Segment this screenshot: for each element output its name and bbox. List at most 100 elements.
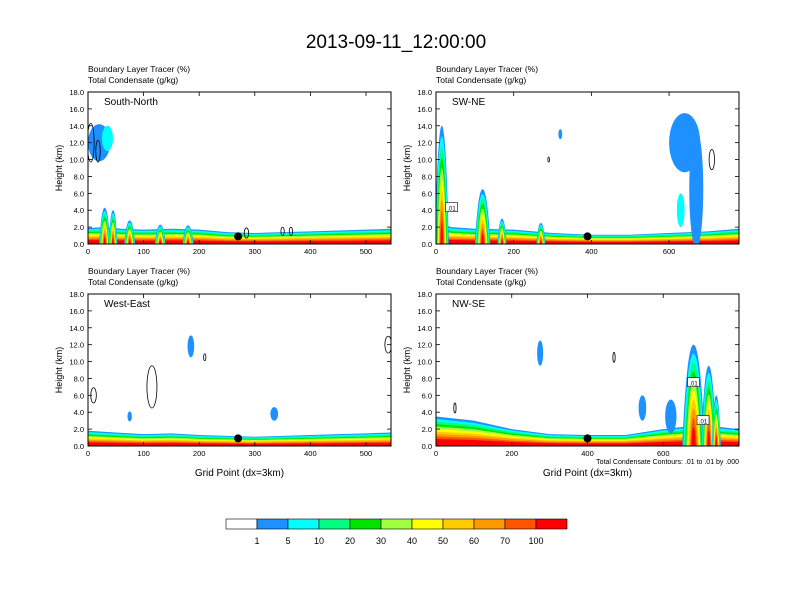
y-tick-label: 2.0: [74, 223, 84, 232]
x-tick-label: 0: [86, 449, 90, 458]
plume-band: [707, 430, 711, 446]
panel-2: .01 0.0 2.0 4.0 6.0 8.0 10.0 12.0 14.0 16.0 18.0 0 2…: [402, 64, 740, 256]
y-tick-label: 4.0: [422, 408, 432, 417]
colorbar: 1 5 10 20 30 40 50 60 70 100: [225, 518, 568, 546]
location-marker: [234, 232, 243, 241]
condensate-contour: [453, 402, 457, 414]
y-tick-label: 16.0: [69, 105, 84, 114]
y-axis-label: Height (km): [402, 347, 412, 394]
y-tick-label: 4.0: [74, 206, 84, 215]
y-tick-label: 12.0: [69, 139, 84, 148]
panel-3: 0.0 2.0 4.0 6.0 8.0 10.0 12.0 14.0 16.0 18.0 0 100 2…: [54, 266, 392, 479]
colorbar-label: 10: [314, 536, 324, 546]
plume-band: [481, 233, 485, 244]
y-tick-label: 10.0: [69, 156, 84, 165]
condensate-contour: [708, 149, 715, 171]
y-tick-label: 0.0: [74, 442, 84, 451]
panel-label: NW-SE: [452, 299, 485, 310]
y-tick-label: 2.0: [422, 425, 432, 434]
y-tick-label: 6.0: [74, 189, 84, 198]
location-marker: [234, 434, 243, 443]
y-tick-label: 6.0: [422, 189, 432, 198]
plume-band: [691, 426, 696, 446]
x-tick-label: 200: [507, 247, 520, 256]
subtitle-tracer: Boundary Layer Tracer (%): [436, 266, 538, 276]
condensate-contour: [203, 353, 207, 362]
y-tick-label: 14.0: [69, 324, 84, 333]
cloud-patch: [676, 193, 685, 228]
condensate-contour: [288, 226, 293, 236]
colorbar-swatch: [256, 518, 289, 530]
y-tick-label: 16.0: [69, 307, 84, 316]
plume-band: [128, 239, 131, 244]
plume-band: [539, 239, 542, 244]
colorbar-label: 100: [528, 536, 543, 546]
cloud-patch: [187, 335, 195, 358]
y-tick-label: 0.0: [422, 240, 432, 249]
x-tick-label: 500: [360, 449, 373, 458]
y-tick-label: 0.0: [422, 442, 432, 451]
panel-label: South-North: [104, 97, 158, 108]
y-tick-label: 8.0: [74, 374, 84, 383]
y-tick-label: 14.0: [417, 122, 432, 131]
condensate-contour: [384, 335, 391, 354]
x-tick-label: 300: [249, 449, 262, 458]
y-tick-label: 4.0: [422, 206, 432, 215]
y-tick-label: 8.0: [422, 374, 432, 383]
y-tick-label: 6.0: [74, 391, 84, 400]
contour-label: .01: [447, 207, 456, 213]
x-tick-label: 100: [137, 449, 150, 458]
y-tick-label: 12.0: [417, 139, 432, 148]
cloud-patch: [537, 340, 544, 366]
cloud-patch: [638, 395, 647, 421]
plume-band: [159, 240, 162, 244]
subtitle-tracer: Boundary Layer Tracer (%): [88, 64, 190, 74]
y-tick-label: 16.0: [417, 105, 432, 114]
cloud-patch: [558, 129, 563, 140]
contour-label: .01: [689, 382, 698, 388]
plot-frame: [87, 293, 392, 447]
x-tick-label: 400: [585, 247, 598, 256]
x-tick-label: 0: [434, 247, 438, 256]
plot-area: [88, 335, 391, 446]
x-tick-label: 200: [193, 247, 206, 256]
location-marker: [583, 434, 592, 443]
x-tick-label: 100: [137, 247, 150, 256]
panel-label: West-East: [104, 299, 150, 310]
colorbar-swatch: [225, 518, 258, 530]
y-tick-label: 10.0: [417, 358, 432, 367]
colorbar-label: 60: [469, 536, 479, 546]
y-tick-label: 2.0: [422, 223, 432, 232]
subtitle-tracer: Boundary Layer Tracer (%): [88, 266, 190, 276]
colorbar-swatch: [473, 518, 506, 530]
cloud-patch: [665, 399, 677, 434]
colorbar-swatch: [535, 518, 568, 530]
panel-label: SW-NE: [452, 97, 485, 108]
colorbar-label: 40: [407, 536, 417, 546]
subtitle-condensate: Total Condensate (g/kg): [88, 277, 178, 287]
plot-area: [88, 122, 391, 244]
colorbar-label: 20: [345, 536, 355, 546]
cloud-patch: [127, 411, 132, 422]
colorbar-label: 1: [254, 536, 259, 546]
y-tick-label: 0.0: [74, 240, 84, 249]
colorbar-swatch: [380, 518, 413, 530]
y-tick-label: 18.0: [417, 88, 432, 97]
plot-area: .01: [436, 113, 739, 244]
y-tick-label: 18.0: [69, 88, 84, 97]
condensate-contour: [146, 365, 158, 409]
y-tick-label: 14.0: [417, 324, 432, 333]
y-tick-label: 2.0: [74, 425, 84, 434]
y-tick-label: 10.0: [69, 358, 84, 367]
colorbar-label: 50: [438, 536, 448, 546]
main-title: 2013-09-11_12:00:00: [305, 32, 487, 53]
y-axis-label: Height (km): [402, 145, 412, 192]
colorbar-label: 30: [376, 536, 386, 546]
x-tick-label: 600: [663, 247, 676, 256]
colorbar-swatch: [442, 518, 475, 530]
y-tick-label: 8.0: [422, 172, 432, 181]
condensate-contour: [612, 351, 616, 363]
condensate-contour: [88, 122, 95, 163]
panel-4: .01 .01 0.0 2.0 4.0 6.0 8.0 10.0 12.0 14.0 16.0 18.…: [402, 266, 740, 479]
